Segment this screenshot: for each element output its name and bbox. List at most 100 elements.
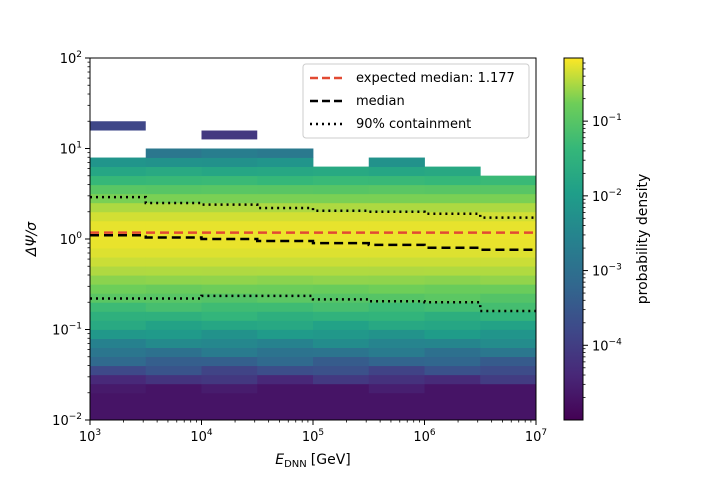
heatmap-cell — [313, 220, 370, 231]
heatmap-cell — [90, 266, 147, 276]
heatmap-cell — [424, 248, 481, 258]
heatmap-cell — [145, 166, 202, 177]
heatmap-cell — [368, 193, 425, 204]
y-tick-label: 10−1 — [52, 322, 82, 339]
colorbar-tick-label: 10−3 — [592, 263, 622, 280]
heatmap-cell — [201, 239, 258, 249]
heatmap-cell — [257, 347, 314, 358]
heatmap-cell — [368, 329, 425, 339]
heatmap-cell — [424, 166, 481, 177]
heatmap-cell — [201, 338, 258, 348]
heatmap-cell — [313, 365, 370, 376]
heatmap-cell — [480, 356, 536, 367]
heatmap-cell — [368, 202, 425, 213]
heatmap-cell — [201, 175, 258, 186]
heatmap-cell — [201, 166, 258, 177]
heatmap-cell — [145, 248, 202, 258]
heatmap-cell — [424, 193, 481, 204]
heatmap-cell — [368, 157, 425, 167]
x-tick-label: 103 — [79, 428, 101, 445]
heatmap-cell — [313, 383, 370, 394]
heatmap-cell — [368, 229, 425, 240]
heatmap-cell — [313, 184, 370, 195]
heatmap-cell — [90, 320, 147, 330]
legend-label-expected-median: expected median: 1.177 — [356, 71, 515, 86]
heatmap-cell — [480, 193, 536, 204]
heatmap-cell — [480, 257, 536, 267]
heatmap-cell — [201, 347, 258, 358]
heatmap-cell — [145, 284, 202, 294]
x-axis-ticks: 103 104 105 106 107 — [79, 420, 547, 445]
colorbar-tick-label: 10−2 — [592, 188, 622, 205]
heatmap-cell — [424, 293, 481, 303]
y-axis-label: ΔΨ/σ — [24, 221, 40, 257]
heatmap-cell — [313, 202, 370, 213]
heatmap-cell — [313, 401, 370, 412]
heatmap-cell — [90, 401, 147, 412]
heatmap-cell — [145, 275, 202, 285]
heatmap-cell — [368, 184, 425, 195]
heatmap-cell — [424, 329, 481, 339]
heatmap-cell — [201, 193, 258, 204]
heatmap-cell — [424, 266, 481, 276]
heatmap-cell — [145, 401, 202, 412]
heatmap-cell — [368, 175, 425, 186]
heatmap-cell — [257, 401, 314, 412]
y-axis-ticks: 10−2 10−1 100 101 102 — [52, 50, 90, 429]
heatmap-cell — [145, 175, 202, 186]
heatmap-cell — [368, 266, 425, 276]
heatmap-cell — [368, 401, 425, 412]
heatmap-cell — [257, 275, 314, 285]
heatmap-cell — [424, 211, 481, 222]
heatmap-cell — [201, 148, 258, 158]
heatmap-cell — [313, 329, 370, 339]
heatmap-cells — [90, 121, 536, 420]
heatmap-cell — [480, 401, 536, 412]
heatmap-cell — [201, 401, 258, 412]
heatmap-cell — [201, 410, 258, 420]
heatmap-cell — [424, 275, 481, 285]
heatmap-cell — [424, 410, 481, 420]
y-tick-label: 102 — [60, 50, 82, 67]
heatmap-cell — [313, 311, 370, 321]
heatmap-cell — [313, 320, 370, 330]
heatmap-cell — [145, 220, 202, 231]
heatmap-cell — [145, 356, 202, 367]
heatmap-cell — [424, 356, 481, 367]
x-tick-label: 105 — [302, 428, 324, 445]
heatmap-cell — [313, 347, 370, 358]
heatmap-cell — [424, 302, 481, 312]
heatmap-cell — [145, 202, 202, 213]
heatmap-cell — [201, 365, 258, 376]
heatmap-cell — [145, 365, 202, 376]
heatmap-cell — [480, 229, 536, 240]
heatmap-cell — [90, 202, 147, 213]
heatmap-cell — [313, 284, 370, 294]
heatmap-cell — [480, 410, 536, 420]
heatmap-cell — [145, 211, 202, 222]
heatmap-cell — [201, 311, 258, 321]
heatmap-cell — [368, 284, 425, 294]
heatmap-cell — [480, 239, 536, 249]
heatmap-cell — [90, 193, 147, 204]
heatmap-cell — [480, 220, 536, 231]
heatmap-cell — [90, 175, 147, 186]
heatmap-cell — [368, 374, 425, 385]
heatmap-cell — [424, 284, 481, 294]
series-median — [90, 234, 536, 252]
heatmap-cell — [257, 211, 314, 222]
heatmap-cell — [424, 392, 481, 403]
heatmap-cell — [201, 356, 258, 367]
legend-label-median: median — [356, 94, 405, 109]
heatmap-cell — [313, 293, 370, 303]
heatmap-cell — [424, 311, 481, 321]
colorbar — [563, 57, 584, 421]
heatmap-cell — [90, 257, 147, 267]
heatmap-cell — [257, 166, 314, 177]
heatmap-cell — [257, 392, 314, 403]
heatmap-cell — [480, 383, 536, 394]
heatmap-cell — [313, 356, 370, 367]
heatmap-cell — [480, 338, 536, 348]
heatmap-cell — [257, 202, 314, 213]
heatmap-cell — [90, 166, 147, 177]
